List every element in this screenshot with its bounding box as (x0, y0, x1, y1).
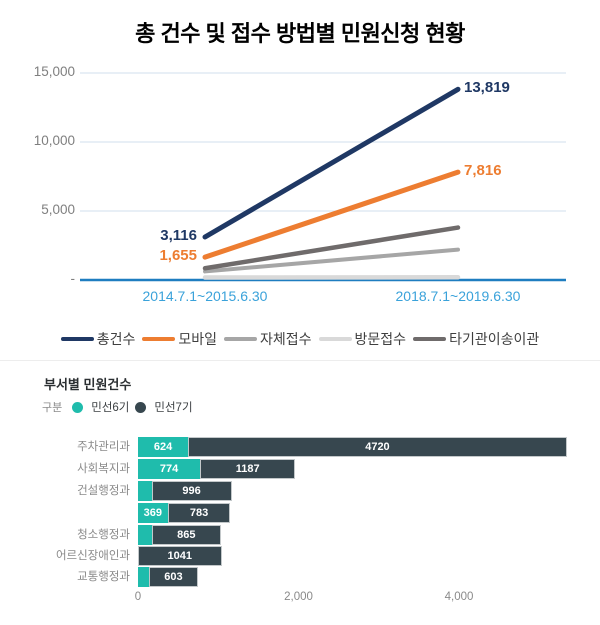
bar-value-label: 1041 (167, 550, 192, 562)
bar-segment-민선6기: 369 (138, 503, 168, 523)
legend-item-타기관이송이관: 타기관이송이관 (413, 329, 539, 349)
line-chart-plot (80, 72, 566, 282)
legend-label: 방문접수 (354, 331, 407, 347)
bar-row: 774 1187 (138, 459, 296, 479)
bar-segment-민선7기: 4720 (188, 437, 567, 457)
bar-row: 865 (138, 525, 222, 545)
line-chart-title: 총 건수 및 접수 방법별 민원신청 현황 (135, 21, 465, 46)
bar-segment-민선6기 (138, 525, 152, 545)
bar-row-label: 어르신장애인과 (55, 550, 130, 562)
bar-legend-dimension-label: 구분 (42, 402, 63, 414)
bar-chart-title: 부서별 민원건수 (44, 377, 132, 392)
legend-item-모바일: 모바일 (142, 329, 217, 349)
section-divider (0, 360, 600, 361)
bar-value-label: 624 (153, 441, 173, 453)
legend-label: 자체접수 (260, 331, 312, 347)
bar-chart-legend: 구분 민선6기 민선7기 (42, 399, 193, 415)
y-tick-label: 10,000 (33, 133, 75, 148)
legend-swatch (318, 337, 352, 341)
bar-legend-label-민선7기: 민선7기 (154, 402, 193, 414)
bar-row: 1041 (138, 546, 222, 566)
legend-swatch (60, 337, 94, 341)
bar-value-label: 1187 (235, 463, 260, 475)
bar-value-label: 603 (164, 571, 183, 583)
bar-value-label: 774 (159, 463, 179, 475)
bar-row: 603 (138, 567, 198, 587)
bar-value-label: 865 (177, 529, 196, 541)
series-line-타기관이송이관 (202, 225, 461, 271)
legend-item-자체접수: 자체접수 (224, 329, 312, 349)
y-tick-label: - (70, 271, 76, 286)
bar-value-label: 369 (143, 507, 162, 519)
bar-value-label: 783 (189, 507, 209, 519)
bar-row-label: 건설행정과 (77, 485, 130, 497)
series-line-총건수 (202, 86, 461, 240)
bar-segment-민선7기: 996 (151, 481, 232, 501)
legend-swatch (142, 337, 176, 341)
bar-segment-민선6기 (138, 567, 150, 587)
bar-segment-민선6기 (138, 481, 152, 501)
bar-x-tick-label: 4,000 (444, 591, 474, 603)
bar-segment-민선7기: 1041 (138, 546, 222, 566)
bar-segment-민선7기: 603 (149, 567, 198, 587)
bar-row-label: 사회복지과 (77, 463, 130, 475)
bar-segment-민선7기: 865 (151, 525, 222, 545)
x-tick-label: 2018.7.1~2019.6.30 (395, 288, 521, 304)
x-tick-label: 2014.7.1~2015.6.30 (142, 288, 268, 304)
bar-row-label: 청소행정과 (77, 529, 130, 541)
line-chart-legend: 총건수 모바일 자체접수 방문접수 타기관이송이관 (0, 329, 600, 349)
legend-item-총건수: 총건수 (60, 329, 136, 349)
y-tick-label: 15,000 (33, 64, 75, 79)
legend-swatch (224, 337, 258, 341)
point-label-start-총건수: 3,116 (160, 226, 197, 244)
bar-x-tick-label: 0 (134, 591, 142, 603)
bar-legend-dot-민선7기 (135, 401, 147, 413)
bar-row-label: 주차관리과 (77, 441, 130, 453)
bar-row-label: 교통행정과 (77, 571, 130, 583)
bar-legend-dot-민선6기 (72, 401, 84, 413)
bar-row: 624 4720 (138, 437, 567, 457)
bar-segment-민선7기: 783 (167, 503, 231, 523)
bar-x-tick-label: 2,000 (284, 591, 313, 603)
bar-row: 996 (138, 481, 232, 501)
bar-segment-민선6기: 774 (138, 459, 201, 479)
series-line-자체접수 (203, 247, 460, 274)
legend-label: 모바일 (178, 331, 218, 347)
y-tick-label: 5,000 (41, 202, 75, 217)
bar-value-label: 4720 (365, 441, 390, 453)
point-label-start-모바일: 1,655 (159, 247, 197, 265)
bar-segment-민선7기: 1187 (200, 459, 296, 479)
legend-label: 타기관이송이관 (449, 331, 540, 347)
line-chart-labels: 15,000 10,000 5,000 - 2014.7.1~2015.6.30 2018… (33, 64, 521, 304)
series-line-모바일 (202, 169, 461, 260)
bar-value-label: 996 (182, 485, 201, 497)
legend-item-방문접수: 방문접수 (318, 329, 407, 349)
bar-legend-label-민선6기: 민선6기 (91, 402, 130, 414)
point-label-end-총건수: 13,819 (464, 79, 510, 97)
legend-swatch (413, 337, 447, 341)
bar-segment-민선6기: 624 (138, 437, 189, 457)
legend-label: 총건수 (96, 331, 136, 347)
bar-row: 369 783 (138, 503, 231, 523)
point-label-end-모바일: 7,816 (464, 162, 502, 180)
